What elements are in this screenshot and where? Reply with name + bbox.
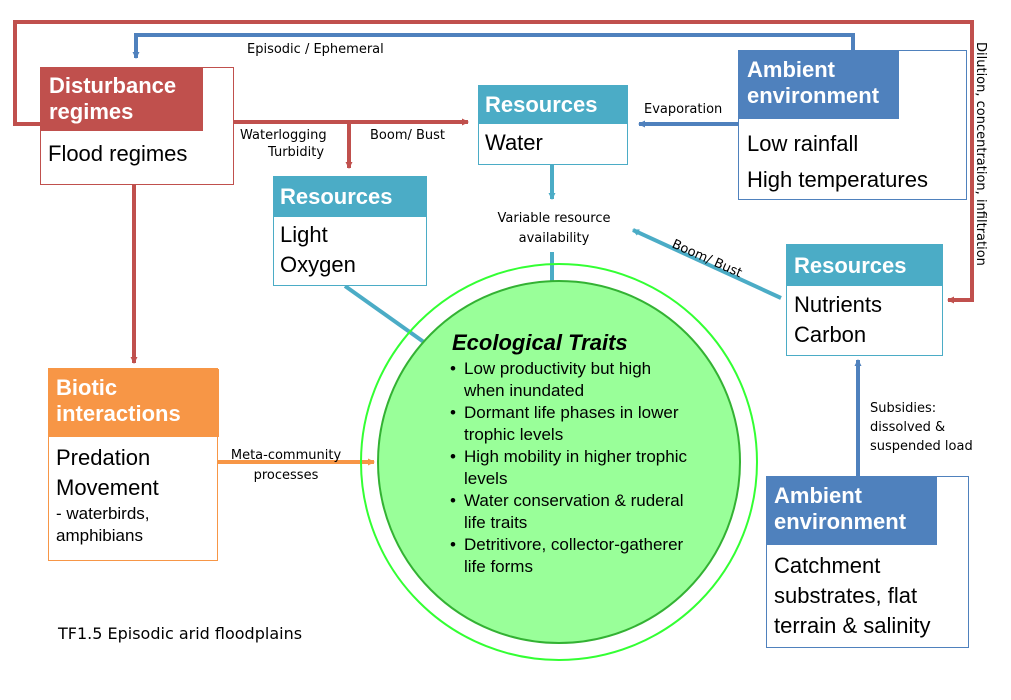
ambient-environment-bottom-box: Ambient environment Catchment substrates… [766, 476, 969, 648]
ambient-environment-bottom-title: Ambient environment [767, 477, 937, 545]
nutrients-items: Nutrients Carbon [787, 286, 942, 350]
biotic-items: Predation Movement - waterbirds, amphibi… [49, 437, 217, 547]
light-to-traits-arrow [343, 284, 430, 347]
turbidity-label: Turbidity [268, 145, 325, 160]
dilution-label: Dilution, concentration, infiltration [973, 42, 988, 266]
water-text: Water [485, 130, 543, 155]
boom-bust-top-label: Boom/ Bust [370, 128, 446, 143]
disturbance-regimes-title: Disturbance regimes [41, 68, 203, 131]
flood-to-nutrients-arrow [13, 20, 974, 304]
trait-item: Dormant life phases in lower trophic lev… [448, 402, 688, 446]
resources-nutrients-title: Resources [787, 245, 942, 286]
traits-outer-ring [360, 263, 758, 661]
predation-text: Predation [56, 445, 151, 470]
episodic-arrow [132, 33, 855, 59]
ecological-traits-list: Low productivity but high when inundated… [448, 358, 688, 578]
nutrients-to-variable-arrow [632, 228, 782, 300]
ambient-environment-top-box: Ambient environment Low rainfall High te… [738, 50, 967, 200]
flood-regimes-text: Flood regimes [48, 141, 188, 166]
waterlogging-label: Waterlogging [240, 128, 327, 143]
resources-nutrients-box: Resources Nutrients Carbon [786, 244, 943, 356]
light-text: Light [280, 222, 328, 247]
episodic-ephemeral-label: Episodic / Ephemeral [247, 42, 384, 57]
biotic-interactions-box: Biotic interactions Predation Movement -… [48, 368, 219, 561]
resources-light-title: Resources [274, 177, 426, 217]
variable-resource-label: Variable resource availability [497, 211, 611, 246]
biotic-interactions-title: Biotic interactions [49, 369, 219, 437]
meta-community-label: Meta-community processes [230, 448, 342, 483]
trait-item: Water conservation & ruderal life traits [448, 490, 688, 534]
oxygen-text: Oxygen [280, 252, 356, 277]
figure-caption: TF1.5 Episodic arid floodplains [58, 624, 303, 643]
light-items: Light Oxygen [274, 217, 426, 280]
disturbance-regimes-box: Disturbance regimes Flood regimes [40, 67, 234, 185]
carbon-text: Carbon [794, 322, 867, 347]
nutrients-text: Nutrients [794, 292, 883, 317]
high-temperatures-text: High temperatures [747, 167, 928, 192]
evaporation-label: Evaporation [644, 102, 723, 117]
resources-water-box: Resources Water [478, 85, 628, 165]
ecological-traits-content: Ecological Traits Low productivity but h… [448, 330, 688, 578]
biotic-note-text: - waterbirds, amphibians [56, 504, 150, 545]
ecological-traits-title: Ecological Traits [452, 330, 628, 355]
ambient-top-items: Low rainfall High temperatures [739, 119, 966, 197]
resources-water-title: Resources [479, 86, 627, 124]
low-rainfall-text: Low rainfall [747, 131, 859, 156]
subsidies-label: Subsidies: dissolved & suspended load [870, 401, 973, 454]
trait-item: Low productivity but high when inundated [448, 358, 688, 402]
resources-light-box: Resources Light Oxygen [273, 176, 427, 286]
trait-item: High mobility in higher trophic levels [448, 446, 688, 490]
ambient-environment-top-title: Ambient environment [739, 51, 899, 119]
movement-text: Movement [56, 475, 159, 500]
catchment-text: Catchment substrates, flat terrain & sal… [774, 553, 931, 638]
trait-item: Detritivore, collector-gatherer life for… [448, 534, 688, 578]
